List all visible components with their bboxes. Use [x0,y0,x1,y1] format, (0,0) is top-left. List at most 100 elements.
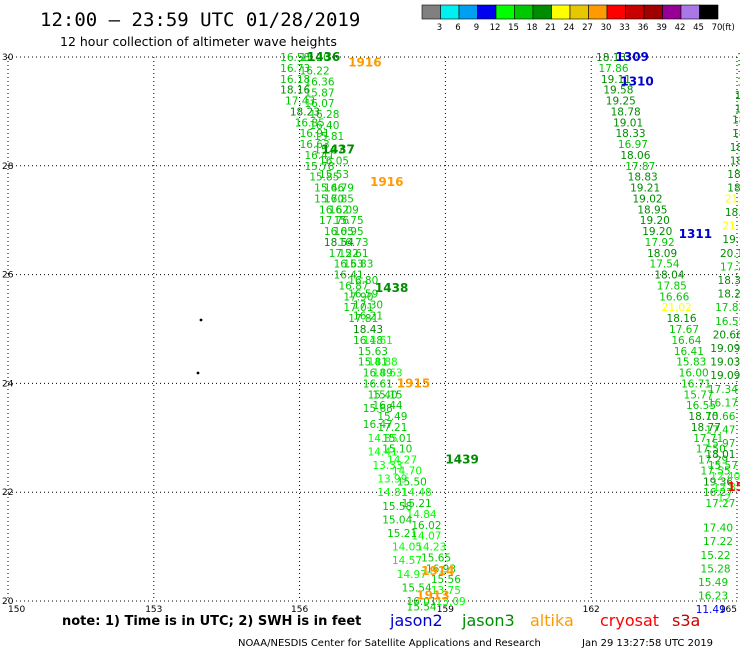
wave-height-point: 15.81 [314,131,344,143]
wave-height-point: 19.99 [722,234,740,246]
wave-height-point: 17.22 [329,248,359,260]
wave-height-point: 15.77 [684,389,714,401]
wave-height-point: 15.58 [382,501,412,513]
wave-height-point: 18.0 [737,63,740,75]
wave-height-point: 18.78 [611,106,641,118]
wave-height-point: 16.27 [703,487,733,499]
wave-height-point: 19.20 [642,226,672,238]
island-dot [199,318,203,322]
chart-subtitle: 12 hour collection of altimeter wave hei… [60,34,337,49]
color-swatch [495,4,515,20]
wave-height-point: 18.02 [732,115,740,127]
wave-height-point: 15.68 [363,403,393,415]
wave-height-point: 12 [718,493,731,505]
color-scale-label: 36 [638,23,649,33]
wave-height-point: 15.56 [431,574,461,586]
color-scale-label: 27 [582,23,593,33]
track-time-label: 1309 [616,50,649,64]
wave-height-point: 16.09 [329,204,359,216]
wave-height-point: 14.07 [411,531,441,543]
wave-height-point: 18.70 [727,169,740,181]
track-annotations: 1436 1916 1437 1916 1438 1915 1439 1914 1913 1309… [307,50,740,603]
wave-height-point: 15.50 [397,476,427,488]
wave-height-point: 15.81 [358,357,388,369]
wave-height-point: 16.17 [708,397,738,409]
wave-height-point: 18.49 [732,128,740,140]
wave-height-point: 18.83 [628,172,658,184]
track-time-label: 1439 [445,453,478,467]
color-swatch [477,4,497,20]
track-time-label: 1916 [348,55,381,69]
wave-height-point: 18.24 [718,289,740,301]
track-time-label: 1915 [397,376,430,390]
color-scale-label: (ft) [722,23,735,33]
color-scale-label: 70 [712,23,723,33]
wave-height-point: 14.97 [397,569,427,581]
wave-height-point: 14.81 [377,487,407,499]
color-scale-label: 21 [545,23,556,33]
wave-height-point: 18.06 [620,150,650,162]
wave-height-point: 18.16 [667,313,697,325]
wave-height-point: 18.70 [688,411,718,423]
color-swatch [551,4,571,20]
wave-height-point: 18.2 [735,90,740,102]
wave-height-point: 14.84 [407,509,437,521]
y-tick-label: 20 [2,597,14,607]
color-swatch [680,4,700,20]
wave-height-point: 16.05 [324,226,354,238]
wave-height-point: 16.63 [334,259,364,271]
wave-height-point: 17.76 [319,215,349,227]
wave-height-point: 18.94 [727,183,740,195]
legend-entry: cryosat [600,611,659,630]
wave-height-point: 17.81 [348,313,378,325]
island-dot [196,371,200,375]
satellite-legend: jason2 jason3 altika cryosat s3a [389,611,700,630]
legend-entry: altika [530,611,574,630]
wave-height-point: 16.40 [309,120,339,132]
track-time-label: 1916 [370,175,403,189]
wave-height-point: 16.18 [280,74,310,86]
wave-height-point: 15.21 [387,528,417,540]
wave-height-point: 16.85 [324,193,354,205]
wave-height-point: 16.71 [681,378,711,390]
color-swatch [662,4,682,20]
wave-height-point: 18.33 [616,128,646,140]
wave-height-point: 19.58 [603,85,633,97]
wave-height-point: 18.04 [654,270,684,282]
wave-height-point: 17.30 [353,300,383,312]
color-swatch [606,4,626,20]
wave-height-point: 19.20 [640,215,670,227]
chart-title: 12:00 – 23:59 UTC 01/28/2019 [40,9,360,31]
wave-height-point: 16.28 [309,109,339,121]
footer-timestamp: Jan 29 13:27:58 UTC 2019 [581,638,713,649]
color-scale-bar: 3 6 9 12 15 18 21 24 27 30 33 36 39 42 45 70 (ft) [421,4,735,33]
wave-height-point: 18.49 [725,207,740,219]
wave-height-point: 17.27 [705,498,735,510]
wave-height-point: 15.63 [358,346,388,358]
color-swatch [514,4,534,20]
legend-entry: jason3 [461,611,515,630]
track-time-label: 1310 [620,74,653,88]
wave-height-point: 13.33 [373,460,403,472]
wave-height-point: 17.54 [650,259,680,271]
legend-entry: s3a [672,611,700,630]
wave-height-point: 18.23 [290,106,320,118]
wave-height-point: 16.18 [353,335,383,347]
wave-height-point: 17.01 [343,302,373,314]
color-scale-label: 3 [437,23,442,33]
wave-height-point: 16.41 [334,270,364,282]
wave-height-point: 18.37 [718,275,740,287]
wave-height-point: 16.41 [304,150,334,162]
y-tick-label: 22 [2,488,13,498]
wave-height-point: 15.83 [676,357,706,369]
wave-height-point: 16.21 [353,310,383,322]
footer-note: note: 1) Time is in UTC; 2) SWH is in fe… [62,614,361,629]
wave-height-point: 18.77 [691,422,721,434]
wave-height-point: 14.85 [368,433,398,445]
wave-height-point: 15.75 [334,215,364,227]
wave-height-point: 16.97 [618,139,648,151]
y-tick-label: 24 [2,379,14,389]
wave-height-point: 16.02 [411,520,441,532]
wave-height-point: 16.87 [338,280,368,292]
wave-height-point: 16.64 [671,335,701,347]
